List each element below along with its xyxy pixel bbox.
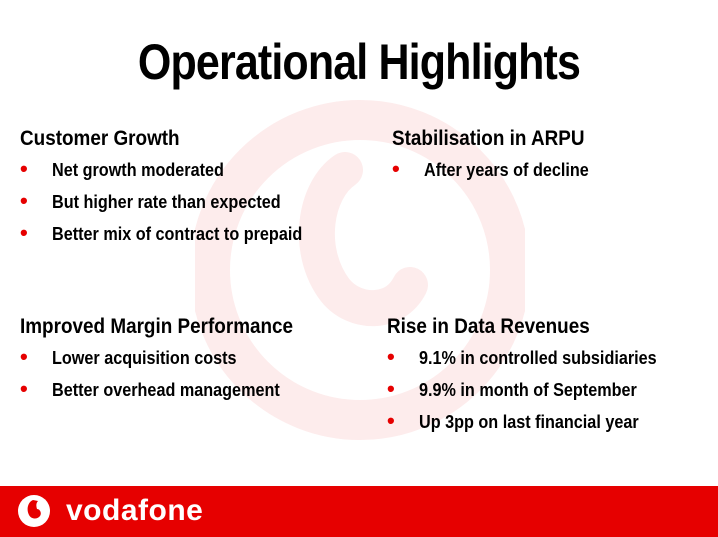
- footer-bar: vodafone: [0, 486, 718, 537]
- bullet-icon: •: [392, 156, 400, 181]
- list-item: • 9.1% in controlled subsidiaries: [387, 342, 657, 374]
- bullet-list: • Net growth moderated • But higher rate…: [20, 154, 302, 250]
- page-title: Operational Highlights: [137, 34, 581, 90]
- list-item: • But higher rate than expected: [20, 186, 281, 218]
- brand-wordmark: vodafone: [66, 494, 204, 527]
- section-heading: Customer Growth: [20, 127, 180, 150]
- bullet-icon: •: [20, 156, 28, 181]
- bullet-list: • Lower acquisition costs • Better overh…: [20, 342, 323, 406]
- bullet-icon: •: [20, 344, 28, 369]
- bullet-icon: •: [20, 376, 28, 401]
- bullet-list: • 9.1% in controlled subsidiaries • 9.9%…: [387, 342, 657, 438]
- section-heading: Rise in Data Revenues: [387, 315, 590, 338]
- section-arpu: Stabilisation in ARPU • After years of d…: [392, 126, 606, 186]
- bullet-icon: •: [20, 188, 28, 213]
- list-item: • After years of decline: [392, 154, 606, 186]
- vodafone-speechmark-icon: [18, 495, 50, 527]
- list-item: • Lower acquisition costs: [20, 342, 323, 374]
- bullet-icon: •: [387, 344, 395, 369]
- list-item: • Up 3pp on last financial year: [387, 406, 639, 438]
- bullet-icon: •: [387, 376, 395, 401]
- bullet-icon: •: [20, 220, 28, 245]
- section-customer-growth: Customer Growth • Net growth moderated •…: [20, 126, 302, 250]
- bullet-icon: •: [387, 408, 395, 433]
- section-margin: Improved Margin Performance • Lower acqu…: [20, 314, 323, 406]
- list-item: • Net growth moderated: [20, 154, 224, 186]
- bullet-list: • After years of decline: [392, 154, 606, 186]
- section-heading: Stabilisation in ARPU: [392, 127, 585, 150]
- list-item: • 9.9% in month of September: [387, 374, 637, 406]
- list-item: • Better overhead management: [20, 374, 323, 406]
- section-data-revenues: Rise in Data Revenues • 9.1% in controll…: [387, 314, 657, 438]
- section-heading: Improved Margin Performance: [20, 315, 294, 338]
- list-item: • Better mix of contract to prepaid: [20, 218, 302, 250]
